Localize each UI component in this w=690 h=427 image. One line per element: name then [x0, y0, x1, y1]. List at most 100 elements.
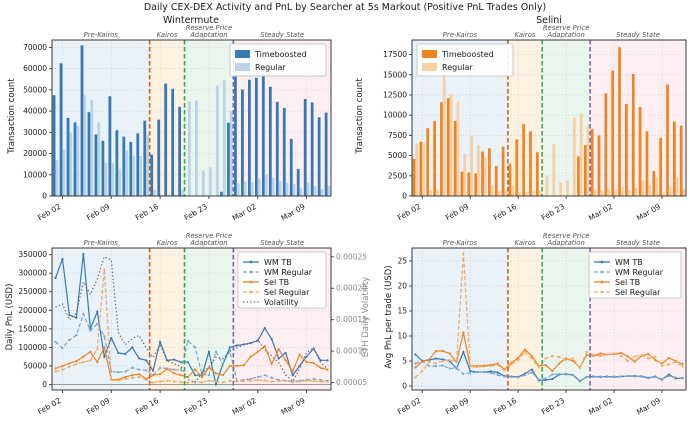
svg-text:0.00005: 0.00005 — [336, 378, 367, 387]
svg-text:10000: 10000 — [383, 111, 407, 120]
svg-text:5000: 5000 — [388, 151, 407, 160]
svg-text:Reserve Price: Reserve Price — [543, 232, 590, 240]
legend: Timeboosted Regular — [229, 43, 327, 77]
svg-text:Adaptation: Adaptation — [546, 31, 584, 39]
svg-text:Timeboosted: Timeboosted — [441, 50, 494, 59]
phase-divider-lines — [507, 40, 591, 196]
wm-regular-line — [414, 360, 684, 383]
svg-text:30000: 30000 — [23, 128, 47, 137]
svg-text:0: 0 — [42, 380, 47, 389]
svg-text:100000: 100000 — [18, 343, 47, 352]
svg-text:40000: 40000 — [23, 107, 47, 116]
svg-text:2500: 2500 — [388, 171, 407, 180]
y-axis-ticks: 0 50000 100000 150000 200000 250000 300000 3500… — [18, 250, 52, 389]
svg-text:Sel Regular: Sel Regular — [264, 288, 310, 297]
svg-text:Mar 09: Mar 09 — [280, 396, 307, 417]
svg-text:Reserve Price: Reserve Price — [186, 24, 233, 32]
svg-text:WM Regular: WM Regular — [615, 268, 664, 277]
svg-text:Pre-Kairos: Pre-Kairos — [443, 239, 478, 247]
svg-text:300000: 300000 — [18, 269, 47, 278]
phase-divider-lines — [148, 248, 235, 390]
svg-text:7500: 7500 — [388, 131, 407, 140]
wintermute-transaction-chart: 0 10000 20000 30000 40000 50000 60000 70000 Feb … — [23, 24, 332, 220]
svg-text:20: 20 — [397, 282, 407, 291]
svg-text:Steady State: Steady State — [616, 239, 660, 247]
svg-text:50000: 50000 — [23, 85, 47, 94]
x-axis-ticks: Feb 02 Feb 09 Feb 16 Feb 23 Mar 02 Mar 09 — [36, 196, 308, 220]
svg-text:Feb 16: Feb 16 — [492, 396, 519, 417]
svg-text:Mar 02: Mar 02 — [587, 396, 614, 417]
svg-text:17500: 17500 — [383, 50, 407, 59]
selini-transaction-chart: 0 2500 5000 7500 10000 12500 15000 17500 Feb 02 F… — [383, 24, 687, 220]
svg-text:12500: 12500 — [383, 90, 407, 99]
subplot-title-selini: Selini — [536, 15, 562, 26]
svg-text:Kairos: Kairos — [515, 31, 536, 39]
svg-text:Volatility: Volatility — [264, 298, 299, 307]
x-axis-ticks: Feb 02 Feb 09 Feb 16 Feb 23 Mar 02 Mar 09 — [36, 390, 308, 417]
svg-text:25: 25 — [397, 257, 407, 266]
svg-text:Feb 23: Feb 23 — [540, 396, 567, 417]
svg-text:Pre-Kairos: Pre-Kairos — [443, 31, 478, 39]
svg-text:10000: 10000 — [23, 170, 47, 179]
timeboosted-bars — [412, 47, 683, 196]
svg-text:Adaptation: Adaptation — [546, 239, 584, 247]
svg-text:Steady State: Steady State — [260, 239, 304, 247]
svg-text:Feb 23: Feb 23 — [183, 396, 210, 417]
regular-bars — [415, 70, 686, 196]
svg-text:Regular: Regular — [255, 63, 286, 72]
svg-text:150000: 150000 — [18, 324, 47, 333]
svg-text:Adaptation: Adaptation — [189, 239, 227, 247]
svg-text:WM Regular: WM Regular — [264, 268, 313, 277]
svg-text:Feb 16: Feb 16 — [134, 396, 161, 417]
svg-text:Sel TB: Sel TB — [264, 278, 289, 287]
svg-text:10: 10 — [397, 332, 407, 341]
svg-text:Kairos: Kairos — [157, 31, 178, 39]
timeboosted-bars — [52, 45, 328, 196]
svg-text:70000: 70000 — [23, 43, 47, 52]
svg-text:Reserve Price: Reserve Price — [543, 24, 590, 32]
svg-text:15: 15 — [397, 307, 407, 316]
y-axis-ticks: 0 2500 5000 7500 10000 12500 15000 17500 — [383, 50, 412, 201]
svg-text:Feb 09: Feb 09 — [85, 396, 112, 417]
volatility-line — [55, 255, 328, 384]
figure-title: Daily CEX-DEX Activity and PnL by Search… — [143, 2, 547, 13]
svg-text:0.00010: 0.00010 — [336, 347, 367, 356]
svg-text:Adaptation: Adaptation — [189, 31, 227, 39]
svg-text:Steady State: Steady State — [260, 31, 304, 39]
svg-text:0.00025: 0.00025 — [336, 252, 367, 261]
svg-text:Mar 02: Mar 02 — [231, 396, 258, 417]
svg-text:200000: 200000 — [18, 306, 47, 315]
svg-text:Reserve Price: Reserve Price — [186, 232, 233, 240]
svg-text:Timeboosted: Timeboosted — [254, 50, 307, 59]
svg-text:50000: 50000 — [23, 361, 47, 370]
x-axis-ticks: Feb 02 Feb 09 Feb 16 Feb 23 Mar 02 Mar 09 — [396, 390, 663, 417]
svg-text:Feb 09: Feb 09 — [444, 396, 471, 417]
svg-text:20000: 20000 — [23, 149, 47, 158]
daily-pnl-chart: 0 50000 100000 150000 200000 250000 300000 3500… — [18, 232, 367, 417]
svg-text:15000: 15000 — [383, 70, 407, 79]
svg-text:Feb 02: Feb 02 — [396, 396, 423, 417]
svg-text:Sel TB: Sel TB — [615, 278, 640, 287]
svg-text:Pre-Kairos: Pre-Kairos — [84, 239, 119, 247]
svg-text:0: 0 — [402, 192, 407, 201]
sel-tb-line — [54, 345, 329, 381]
svg-text:Feb 02: Feb 02 — [36, 396, 63, 417]
svg-text:Kairos: Kairos — [515, 239, 536, 247]
regular-bars — [55, 80, 331, 196]
svg-text:WM TB: WM TB — [615, 258, 643, 267]
svg-text:Kairos: Kairos — [157, 239, 178, 247]
avg-pnl-per-trade-chart: 0 5 10 15 20 25 Feb 02 Feb 09 Feb 16 Feb 23 Mar 02… — [396, 232, 687, 417]
svg-text:Mar 09: Mar 09 — [635, 396, 662, 417]
svg-text:Sel Regular: Sel Regular — [615, 288, 661, 297]
x-axis-ticks: Feb 02 Feb 09 Feb 16 Feb 23 Mar 02 Mar 09 — [396, 196, 663, 220]
subplot-title-wintermute: Wintermute — [163, 15, 219, 26]
svg-text:350000: 350000 — [18, 250, 47, 259]
svg-text:Regular: Regular — [442, 63, 473, 72]
